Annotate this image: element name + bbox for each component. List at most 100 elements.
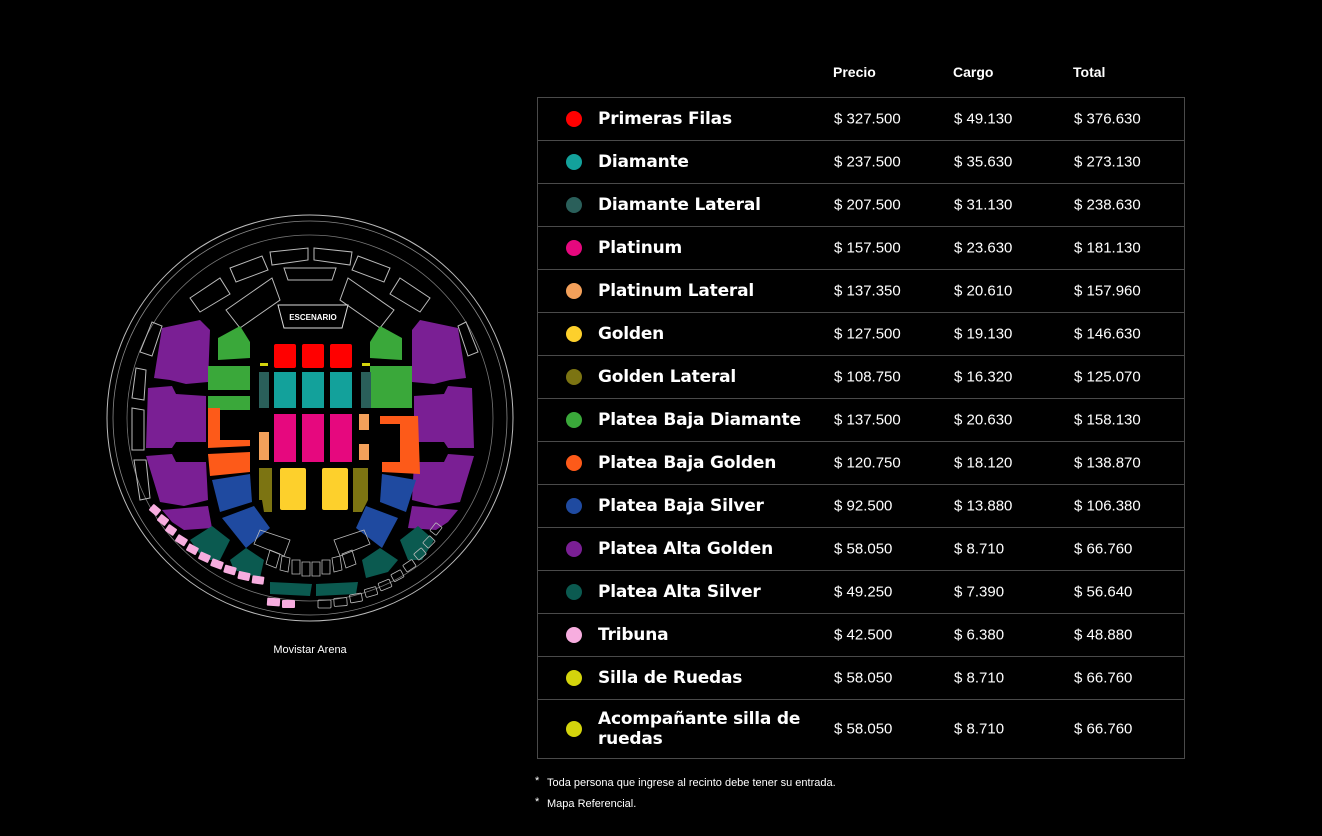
zone-price: $ 137.350 [834, 282, 901, 300]
stage-shape [277, 304, 349, 329]
zone-color-dot-icon [566, 111, 582, 127]
zone-fee: $ 19.130 [954, 325, 1013, 343]
bullet: * [535, 796, 540, 808]
zone-price: $ 49.250 [834, 583, 893, 601]
zone-name: Golden [598, 324, 665, 344]
zone-price: $ 137.500 [834, 411, 901, 429]
zone-fee: $ 8.710 [954, 720, 1005, 738]
note-item: * Toda persona que ingrese al recinto deb… [535, 775, 836, 798]
zone-total: $ 238.630 [1074, 196, 1141, 214]
zone-name: Platea Baja Golden [598, 453, 777, 473]
price-row: Platinum Lateral $ 137.350 $ 20.610 $ 157.9… [538, 270, 1184, 313]
zone-price: $ 42.500 [834, 626, 893, 644]
zone-color-dot-icon [566, 154, 582, 170]
price-row: Golden $ 127.500 $ 19.130 $ 146.630 [538, 313, 1184, 356]
zone-price: $ 58.050 [834, 720, 893, 738]
zone-name: Platea Alta Golden [598, 539, 773, 559]
zone-name: Silla de Ruedas [598, 668, 743, 688]
price-row: Primeras Filas $ 327.500 $ 49.130 $ 376.630 [538, 98, 1184, 141]
zone-fee: $ 6.380 [954, 626, 1005, 644]
zone-color-dot-icon [566, 197, 582, 213]
zone-color-dot-icon [566, 326, 582, 342]
price-row: Platea Baja Silver $ 92.500 $ 13.880 $ 106.… [538, 485, 1184, 528]
zone-price: $ 92.500 [834, 497, 893, 515]
zone-price: $ 127.500 [834, 325, 901, 343]
zone-total: $ 125.070 [1074, 368, 1141, 386]
price-row: Golden Lateral $ 108.750 $ 16.320 $ 125.070 [538, 356, 1184, 399]
zone-name: Primeras Filas [598, 109, 732, 129]
note-item: * Mapa Referencial. [535, 796, 836, 819]
zone-fee: $ 8.710 [954, 669, 1005, 687]
zone-color-dot-icon [566, 412, 582, 428]
zone-total: $ 157.960 [1074, 282, 1141, 300]
zone-total: $ 106.380 [1074, 497, 1141, 515]
price-table-header: Precio Cargo Total [537, 64, 1185, 86]
price-row: Platea Alta Silver $ 49.250 $ 7.390 $ 56.64… [538, 571, 1184, 614]
zone-name: Platea Baja Diamante [598, 410, 801, 430]
zone-fee: $ 31.130 [954, 196, 1013, 214]
price-row: Diamante $ 237.500 $ 35.630 $ 273.130 [538, 141, 1184, 184]
price-row: Acompañante silla de ruedas $ 58.050 $ 8.7… [538, 700, 1184, 758]
zone-color-dot-icon [566, 498, 582, 514]
zone-price: $ 327.500 [834, 110, 901, 128]
zone-fee: $ 23.630 [954, 239, 1013, 257]
price-row: Tribuna $ 42.500 $ 6.380 $ 48.880 [538, 614, 1184, 657]
zone-total: $ 181.130 [1074, 239, 1141, 257]
arena-map-graphic: ESCENARIO [106, 214, 514, 622]
zone-price: $ 207.500 [834, 196, 901, 214]
zone-color-dot-icon [566, 584, 582, 600]
note-text: Mapa Referencial. [547, 798, 637, 810]
bullet: * [535, 775, 540, 787]
zone-fee: $ 35.630 [954, 153, 1013, 171]
zone-total: $ 66.760 [1074, 540, 1133, 558]
zone-fee: $ 8.710 [954, 540, 1005, 558]
price-row: Silla de Ruedas $ 58.050 $ 8.710 $ 66.760 [538, 657, 1184, 700]
zone-name: Platea Alta Silver [598, 582, 761, 602]
zone-name: Diamante Lateral [598, 195, 761, 215]
zone-name: Diamante [598, 152, 689, 172]
header-fee: Cargo [953, 64, 994, 80]
zone-fee: $ 20.630 [954, 411, 1013, 429]
zone-total: $ 376.630 [1074, 110, 1141, 128]
zone-name: Tribuna [598, 625, 669, 645]
zone-price: $ 157.500 [834, 239, 901, 257]
zone-name: Platea Baja Silver [598, 496, 764, 516]
price-row: Platea Baja Diamante $ 137.500 $ 20.630 $ 1… [538, 399, 1184, 442]
zone-fee: $ 18.120 [954, 454, 1013, 472]
zone-color-dot-icon [566, 541, 582, 557]
zone-total: $ 56.640 [1074, 583, 1133, 601]
zone-price: $ 58.050 [834, 540, 893, 558]
arena-seat-map: ESCENARIO [100, 210, 520, 630]
price-row: Platea Alta Golden $ 58.050 $ 8.710 $ 66.76… [538, 528, 1184, 571]
venue-name: Movistar Arena [273, 644, 347, 656]
header-price: Precio [833, 64, 876, 80]
zone-total: $ 48.880 [1074, 626, 1133, 644]
header-total: Total [1073, 64, 1106, 80]
price-row: Diamante Lateral $ 207.500 $ 31.130 $ 238.6… [538, 184, 1184, 227]
zone-price: $ 237.500 [834, 153, 901, 171]
zone-color-dot-icon [566, 721, 582, 737]
zone-total: $ 158.130 [1074, 411, 1141, 429]
zone-total: $ 146.630 [1074, 325, 1141, 343]
zone-name: Golden Lateral [598, 367, 737, 387]
stage-label: ESCENARIO [289, 313, 337, 322]
zone-name: Platinum Lateral [598, 281, 754, 301]
zone-name: Platinum [598, 238, 683, 258]
zone-fee: $ 13.880 [954, 497, 1013, 515]
zone-color-dot-icon [566, 240, 582, 256]
notes: * Toda persona que ingrese al recinto deb… [535, 775, 836, 819]
zone-price: $ 120.750 [834, 454, 901, 472]
price-row: Platinum $ 157.500 $ 23.630 $ 181.130 [538, 227, 1184, 270]
zone-color-dot-icon [566, 455, 582, 471]
zone-color-dot-icon [566, 283, 582, 299]
zone-total: $ 138.870 [1074, 454, 1141, 472]
zone-fee: $ 20.610 [954, 282, 1013, 300]
zone-total: $ 273.130 [1074, 153, 1141, 171]
zone-color-dot-icon [566, 369, 582, 385]
zone-fee: $ 16.320 [954, 368, 1013, 386]
zone-price: $ 58.050 [834, 669, 893, 687]
zone-total: $ 66.760 [1074, 720, 1133, 738]
zone-color-dot-icon [566, 670, 582, 686]
price-table: Primeras Filas $ 327.500 $ 49.130 $ 376.630… [537, 97, 1185, 759]
zone-color-dot-icon [566, 627, 582, 643]
